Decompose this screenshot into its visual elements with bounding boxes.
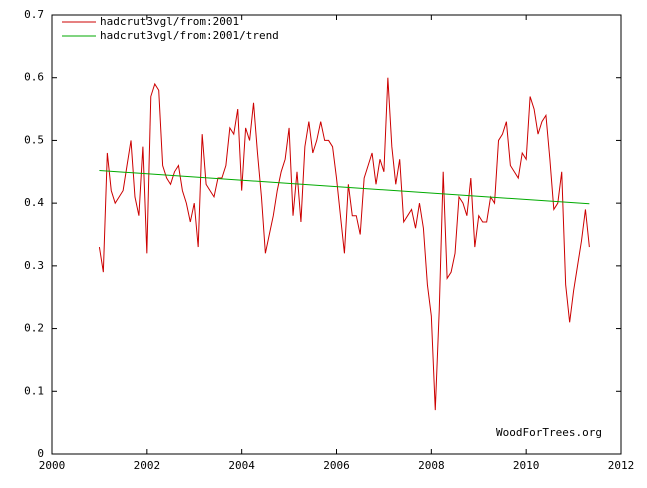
y-tick-label: 0.5 [24, 133, 44, 146]
y-tick-label: 0.3 [24, 259, 44, 272]
watermark: WoodForTrees.org [496, 426, 602, 439]
y-tick-label: 0.6 [24, 71, 44, 84]
y-tick-label: 0.1 [24, 384, 44, 397]
x-tick-label: 2010 [513, 459, 540, 472]
series-line [98, 77, 590, 411]
legend-label: hadcrut3vgl/from:2001/trend [100, 29, 279, 42]
x-tick-label: 2004 [228, 459, 255, 472]
legend-label: hadcrut3vgl/from:2001 [100, 15, 239, 28]
series-line [99, 170, 590, 205]
y-tick-label: 0 [37, 447, 44, 460]
x-tick-label: 2012 [608, 459, 635, 472]
x-tick-label: 2002 [134, 459, 161, 472]
x-tick-label: 2008 [418, 459, 445, 472]
y-tick-label: 0.2 [24, 322, 44, 335]
plot-frame [51, 14, 622, 455]
x-tick-label: 2000 [39, 459, 66, 472]
y-tick-label: 0.7 [24, 8, 44, 21]
x-tick-label: 2006 [323, 459, 350, 472]
y-tick-label: 0.4 [24, 196, 44, 209]
